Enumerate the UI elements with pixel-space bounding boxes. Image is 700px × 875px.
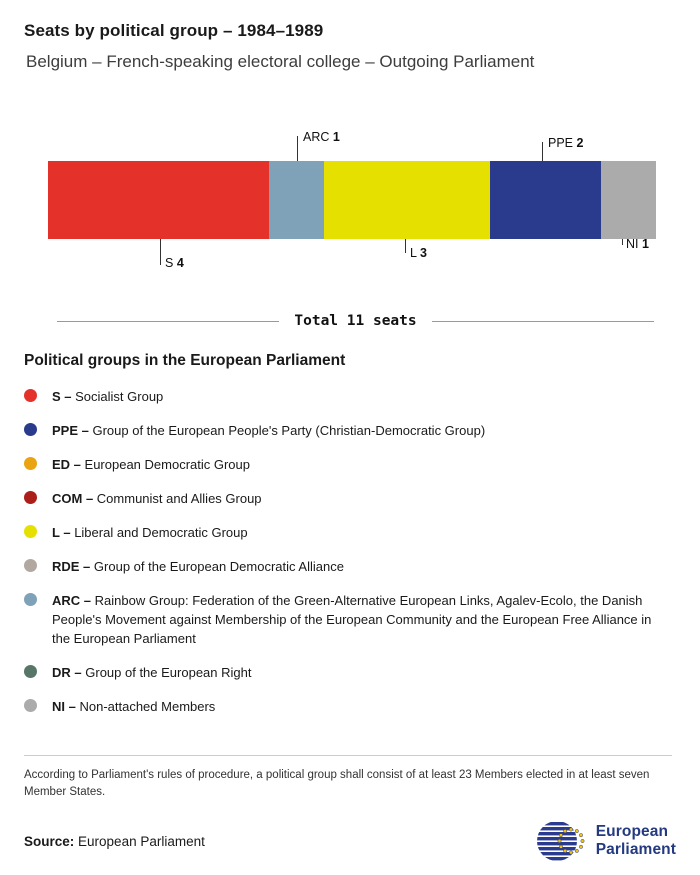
legend-item-text: ED – European Democratic Group <box>52 455 250 474</box>
european-parliament-logo: European Parliament <box>533 819 676 863</box>
legend-dot-dr <box>24 665 37 678</box>
legend-abbr: DR – <box>52 665 82 680</box>
bar-label-ni: NI 1 <box>626 237 649 251</box>
leader-line-ppe <box>542 142 543 161</box>
leader-line-s <box>160 239 161 265</box>
legend-item-l: L – Liberal and Democratic Group <box>24 523 676 542</box>
legend-item-ppe: PPE – Group of the European People's Par… <box>24 421 676 440</box>
legend-name: Non-attached Members <box>79 699 216 714</box>
bar-label-arc-seats: 1 <box>332 130 340 144</box>
infographic-page: Seats by political group – 1984–1989 Bel… <box>0 21 700 875</box>
leader-line-l <box>405 239 406 253</box>
legend-name: Group of the European People's Party (Ch… <box>92 423 486 438</box>
legend-name: Rainbow Group: Federation of the Green-A… <box>52 593 652 646</box>
bar-segment-l <box>324 161 491 239</box>
leader-line-ni <box>622 239 623 245</box>
legend-abbr: ED – <box>52 457 81 472</box>
legend-abbr: NI – <box>52 699 76 714</box>
legend-dot-ed <box>24 457 37 470</box>
bar-label-l-seats: 3 <box>419 246 427 260</box>
stacked-bar <box>48 161 656 239</box>
legend-name: Liberal and Democratic Group <box>74 525 248 540</box>
legend-item-s: S – Socialist Group <box>24 387 676 406</box>
bar-label-s: S 4 <box>165 256 184 270</box>
legend-item-text: PPE – Group of the European People's Par… <box>52 421 485 440</box>
footnote-text: According to Parliament's rules of proce… <box>24 755 672 801</box>
page-subtitle: Belgium – French-speaking electoral coll… <box>26 52 535 71</box>
legend-abbr: PPE – <box>52 423 89 438</box>
legend-item-ni: NI – Non-attached Members <box>24 697 676 716</box>
legend-list: S – Socialist Group PPE – Group of the E… <box>24 387 676 716</box>
legend-name: Communist and Allies Group <box>96 491 262 506</box>
legend-item-com: COM – Communist and Allies Group <box>24 489 676 508</box>
legend-dot-l <box>24 525 37 538</box>
seats-bar-chart: ARC 1 PPE 2 S 4 L 3 NI <box>48 129 656 284</box>
legend-item-text: COM – Communist and Allies Group <box>52 489 262 508</box>
bar-label-ni-seats: 1 <box>641 237 649 251</box>
bar-label-l: L 3 <box>410 246 427 260</box>
bar-label-l-group: L <box>410 246 417 260</box>
legend-item-text: S – Socialist Group <box>52 387 163 406</box>
legend-dot-rde <box>24 559 37 572</box>
divider-line-right <box>431 320 654 322</box>
source-label: Source: <box>24 833 75 849</box>
legend-item-arc: ARC – Rainbow Group: Federation of the G… <box>24 591 676 648</box>
bar-label-ni-group: NI <box>626 237 639 251</box>
total-seats-divider: Total 11 seats <box>57 313 654 329</box>
bar-segment-ni <box>600 161 656 239</box>
logo-line-2: Parliament <box>595 841 676 858</box>
bar-label-arc-group: ARC <box>303 130 330 144</box>
bar-label-ppe-group: PPE <box>548 136 574 150</box>
legend-name: Group of the European Right <box>85 665 252 680</box>
legend-dot-ppe <box>24 423 37 436</box>
legend-dot-arc <box>24 593 37 606</box>
legend-dot-ni <box>24 699 37 712</box>
legend-heading: Political groups in the European Parliam… <box>24 352 346 369</box>
legend-item-text: NI – Non-attached Members <box>52 697 215 716</box>
legend-abbr: S – <box>52 389 72 404</box>
legend-item-text: ARC – Rainbow Group: Federation of the G… <box>52 591 672 648</box>
legend-item-text: DR – Group of the European Right <box>52 663 251 682</box>
legend-name: European Democratic Group <box>84 457 251 472</box>
legend-abbr: L – <box>52 525 71 540</box>
legend-item-dr: DR – Group of the European Right <box>24 663 676 682</box>
legend-item-text: L – Liberal and Democratic Group <box>52 523 248 542</box>
bar-label-ppe: PPE 2 <box>548 136 583 150</box>
legend-item-ed: ED – European Democratic Group <box>24 455 676 474</box>
bar-segment-s <box>48 161 270 239</box>
source-row: Source: European Parliament <box>24 819 676 863</box>
page-title: Seats by political group – 1984–1989 <box>24 21 324 40</box>
bar-segment-arc <box>269 161 325 239</box>
legend-item-rde: RDE – Group of the European Democratic A… <box>24 557 676 576</box>
bar-segment-ppe <box>490 161 601 239</box>
source-text: Source: European Parliament <box>24 834 205 849</box>
legend-name: Group of the European Democratic Allianc… <box>93 559 344 574</box>
legend-dot-s <box>24 389 37 402</box>
legend-dot-com <box>24 491 37 504</box>
bar-label-ppe-seats: 2 <box>576 136 584 150</box>
european-parliament-logo-icon <box>536 822 585 861</box>
legend-name: Socialist Group <box>75 389 164 404</box>
leader-line-arc <box>297 136 298 161</box>
legend-item-text: RDE – Group of the European Democratic A… <box>52 557 344 576</box>
bar-label-s-seats: 4 <box>176 256 184 270</box>
legend-abbr: COM – <box>52 491 94 506</box>
bar-label-arc: ARC 1 <box>303 130 340 144</box>
legend-abbr: RDE – <box>52 559 91 574</box>
legend-abbr: ARC – <box>52 593 92 608</box>
source-value: European Parliament <box>78 833 205 849</box>
divider-line-left <box>57 320 280 322</box>
total-seats-label: Total 11 seats <box>294 313 417 329</box>
bar-label-s-group: S <box>165 256 174 270</box>
logo-line-1: European <box>595 823 669 840</box>
